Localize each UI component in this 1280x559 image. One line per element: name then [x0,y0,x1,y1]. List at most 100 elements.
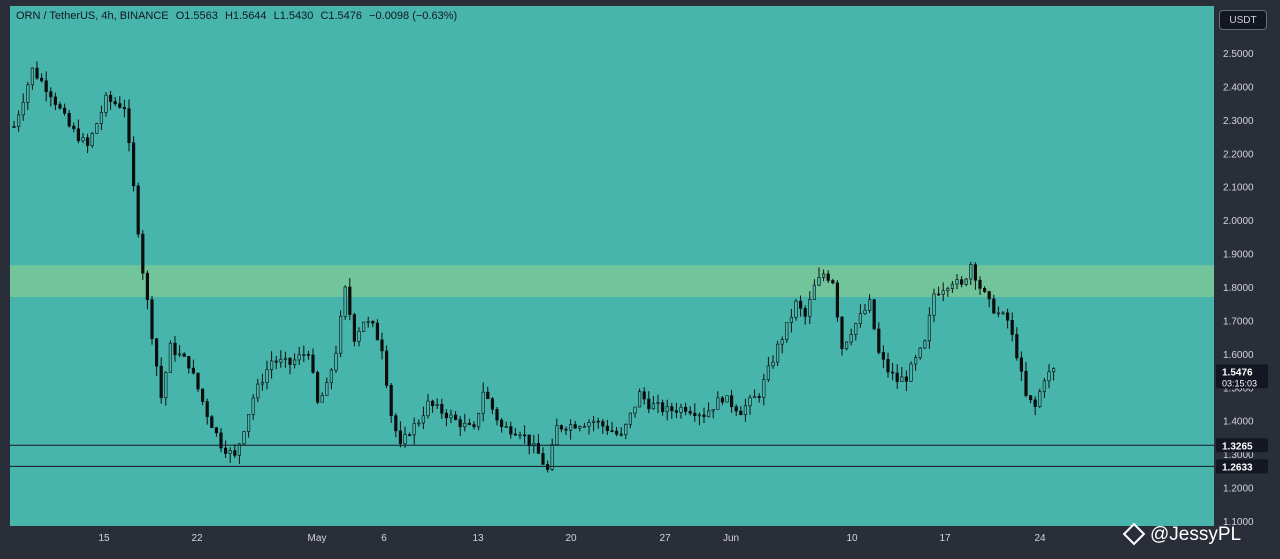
candle-body [854,323,858,335]
candle-body [104,94,108,113]
candle-body [527,434,531,447]
candle-body [716,397,720,410]
candle-body [113,101,117,104]
candle-body [86,137,90,146]
candle-body [918,347,922,358]
candle-body [771,361,775,367]
symbol-label[interactable]: ORN / TetherUS, 4h, BINANCE [16,10,169,22]
candle-body [343,286,347,317]
candle-body [808,299,812,317]
price-tick-label: 2.5000 [1223,49,1254,60]
candle-body [1042,380,1046,392]
candle-body [895,372,899,382]
candle-body [394,415,398,432]
price-tick-label: 1.5000 [1223,383,1254,394]
candle-body [840,316,844,350]
candle-body [900,376,904,382]
candle-body [476,412,481,428]
candle-body [619,433,623,436]
candle-body [178,353,182,356]
candle-body [752,396,757,399]
price-tick-label: 1.3000 [1223,450,1254,461]
support-2-badge: 1.2633 [1222,462,1253,473]
candle-body [826,273,830,281]
candle-body [62,107,67,114]
candle-body [361,321,366,332]
candle-body [219,432,223,449]
candle-body [467,422,472,425]
candle-body [725,395,729,403]
candle-body [1033,399,1037,407]
support-1-badge: 1.3265 [1222,441,1253,452]
last-price-badge-box [1216,364,1268,389]
candle-body [118,103,122,108]
candle-body [969,264,973,280]
candle-body [757,396,761,398]
candle-body [325,382,329,396]
candle-body [53,96,57,105]
price-tick-label: 1.4000 [1223,417,1254,428]
candle-body [518,434,522,437]
candle-body [766,365,770,380]
candle-body [279,359,283,363]
candle-body [150,299,154,340]
candle-body [315,372,320,403]
candle-body [30,67,35,86]
candle-body [440,404,444,414]
candle-body [141,233,145,274]
price-tick-label: 2.2000 [1223,149,1254,160]
candle-body [794,300,798,318]
candle-body [1052,368,1056,373]
candle-body [12,126,16,128]
candle-body [587,422,591,427]
candle-body [407,434,412,436]
candle-body [260,382,265,385]
candle-body [196,372,200,390]
candle-body [371,321,375,324]
candle-body [109,94,113,102]
price-tick-label: 1.8000 [1223,283,1254,294]
candle-body [320,395,324,403]
watermark-text: @JessyPL [1150,524,1242,545]
candle-body [49,91,53,98]
candle-body [435,404,439,406]
candle-body [1001,312,1005,315]
candle-body [283,357,288,360]
candle-body [155,338,159,367]
candle-body [334,352,338,371]
candle-body [545,464,550,470]
candle-body [297,354,301,361]
candle-body [762,379,766,398]
change-value: −0.0098 (−0.63%) [369,10,458,22]
candle-body [729,395,734,408]
candle-body [614,430,619,435]
candle-body [950,283,954,289]
candle-body [536,443,540,454]
open-value: O1.5563 [175,10,218,22]
candle-body [734,406,738,412]
candle-body [269,360,274,371]
candle-body [785,322,789,340]
price-axis[interactable]: 2.5000 2.4000 2.3000 2.2000 2.1000 2.0000 1.90… [1214,0,1280,559]
candle-body [187,356,191,369]
candle-body [430,400,435,406]
candle-body [122,107,126,110]
candle-body [628,412,632,425]
time-axis[interactable]: 15 22 May 6 13 20 27 Jun 10 17 24 [0,526,1214,559]
candle-body [844,341,849,350]
candle-body [739,410,743,416]
time-axis-background [0,526,1214,559]
candle-body [1015,334,1019,359]
candle-body [513,433,517,436]
price-tick-label: 1.7000 [1223,316,1254,327]
candle-body [564,428,568,431]
candle-body [568,424,573,431]
candle-body [748,397,752,407]
candle-body [132,142,136,187]
price-tick-label: 2.0000 [1223,216,1254,227]
candle-body [210,416,214,428]
currency-button[interactable]: USDT [1219,10,1267,30]
candle-body [633,406,637,414]
